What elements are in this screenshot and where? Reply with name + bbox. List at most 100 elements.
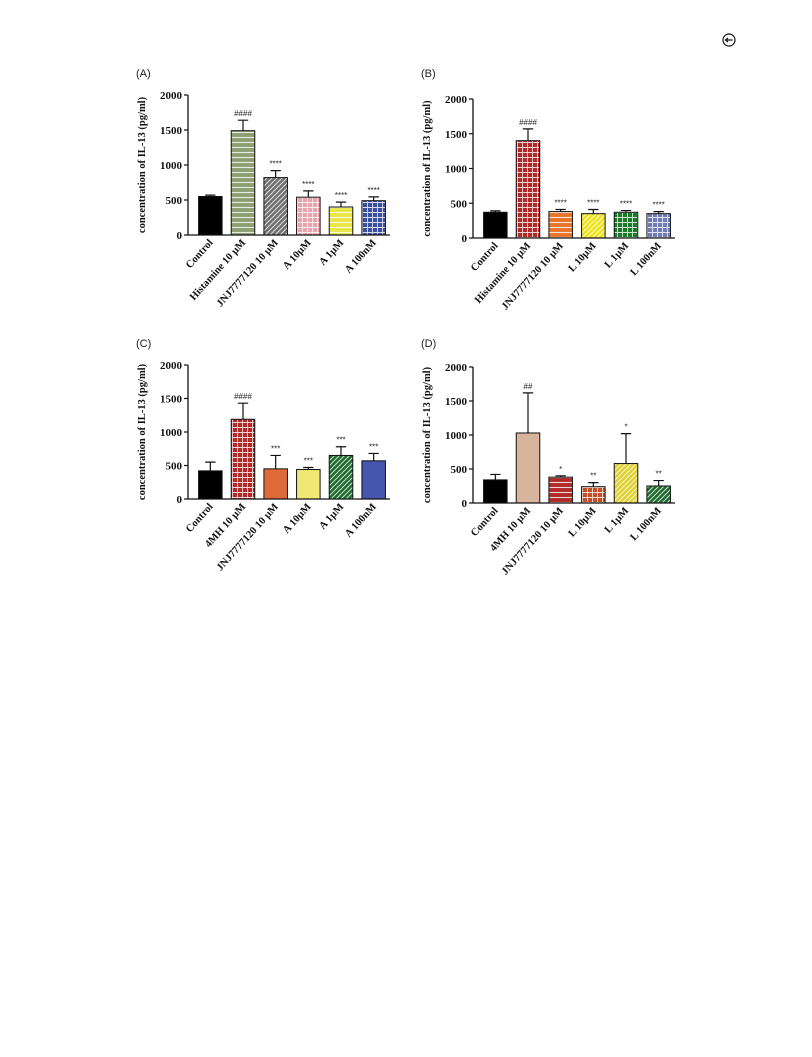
y-tick-label: 0 [462,498,468,510]
y-axis-label: concentration of IL-13 (pg/ml) [422,100,433,237]
y-tick-label: 500 [451,464,468,476]
category-label: A 1µM [317,502,346,532]
panel-label: (B) [421,68,436,80]
category-label: A 10µM [281,502,313,536]
bar [198,196,223,236]
error-bar [270,454,281,469]
significance-label: **** [652,201,664,210]
y-tick-label: 0 [177,230,183,242]
category-label: Control [184,502,216,535]
chart-svg-c: (C) concentration of IL-13 (pg/ml) 0 500 100… [136,338,390,574]
y-axis-label: concentration of IL-13 (pg/ml) [137,363,148,500]
significance-label: **** [554,199,566,208]
category-label: A 100nM [343,238,379,276]
circle-marker-icon [722,33,736,47]
error-bar [490,210,501,213]
category-label: Histamine 10 µM [473,241,533,306]
error-bar [368,452,379,461]
significance-label: *** [271,444,280,453]
bar [198,470,223,500]
category-label: L 1µM [603,506,631,536]
significance-label: **** [269,160,281,169]
category-label: L 10µM [567,241,599,275]
significance-label: * [559,465,562,474]
error-bar [303,466,314,470]
bar [361,200,386,236]
category-label: A 10µM [281,238,313,272]
error-bar [237,402,249,420]
y-tick-label: 500 [451,198,468,210]
category-label: A 1µM [317,238,346,268]
y-axis-label: concentration of IL-13 (pg/ml) [422,366,433,503]
y-tick-label: 500 [166,195,183,207]
bar [581,486,606,504]
category-label: JNJ7777120 10 µM [215,238,281,310]
y-axis-label: concentration of IL-13 (pg/ml) [137,96,148,233]
y-tick-label: 1500 [445,396,468,408]
error-bar [490,473,501,480]
significance-label: **** [335,191,347,200]
bar [613,463,639,504]
significance-label: *** [304,457,313,466]
significance-label: **** [620,200,632,209]
bar [515,432,541,504]
error-bar [555,208,566,212]
y-tick-label: 1500 [445,129,468,141]
significance-label: #### [234,109,252,118]
chart-svg-d: (D) concentration of IL-13 (pg/ml) 0 500 100… [421,338,675,578]
category-label: Control [469,506,501,539]
bar [483,211,508,239]
category-label: JNJ7777120 10 µM [500,506,566,578]
error-bar [303,190,314,198]
bar [230,130,256,236]
y-tick-label: 2000 [445,362,468,374]
y-tick-label: 1000 [445,430,468,442]
error-bar [335,201,347,207]
y-tick-label: 0 [177,494,183,506]
chart-svg-b: (B) concentration of IL-13 (pg/ml) 0 500 100… [421,68,675,313]
significance-label: **** [587,199,599,208]
category-label: Histamine 10 µM [188,238,248,303]
significance-label: **** [302,180,314,189]
significance-label: ## [524,382,533,391]
bar [548,476,573,504]
error-bar [522,128,534,141]
panel-label: (A) [136,68,151,80]
error-bar [368,196,379,201]
y-tick-label: 500 [166,461,183,473]
error-bar [653,210,664,214]
panel-label: (D) [421,338,436,350]
significance-label: *** [369,442,378,451]
error-bar [205,194,216,197]
significance-label: ** [656,470,662,479]
bar [328,454,354,500]
bar [263,468,288,500]
category-label: JNJ7777120 10 µM [215,502,281,574]
bar [646,485,671,504]
chart-panel-b: (B) concentration of IL-13 (pg/ml) 0 500 100… [415,65,685,320]
error-bar [620,209,632,213]
error-bar [653,479,664,486]
category-label: L 1µM [603,241,631,271]
error-bar [620,433,632,464]
y-tick-label: 2000 [160,360,183,372]
bar [230,418,256,500]
bar [515,140,541,239]
category-label: Control [469,241,501,274]
bar [296,196,321,236]
error-bar [588,482,599,487]
bar [263,177,288,236]
bar [646,213,671,239]
category-label: A 100nM [343,502,379,540]
y-tick-label: 2000 [160,90,183,102]
chart-panel-c: (C) concentration of IL-13 (pg/ml) 0 500 100… [130,335,400,585]
error-bar [237,119,249,131]
error-bar [555,475,566,478]
chart-panel-d: (D) concentration of IL-13 (pg/ml) 0 500 100… [415,335,685,600]
significance-label: ** [590,472,596,481]
error-bar [588,208,599,214]
category-label: JNJ7777120 10 µM [500,241,566,313]
bar [361,460,386,500]
chart-svg-a: (A) concentration of IL-13 (pg/ml) 0 500 100… [136,68,390,310]
category-label: L 100nM [629,506,664,544]
